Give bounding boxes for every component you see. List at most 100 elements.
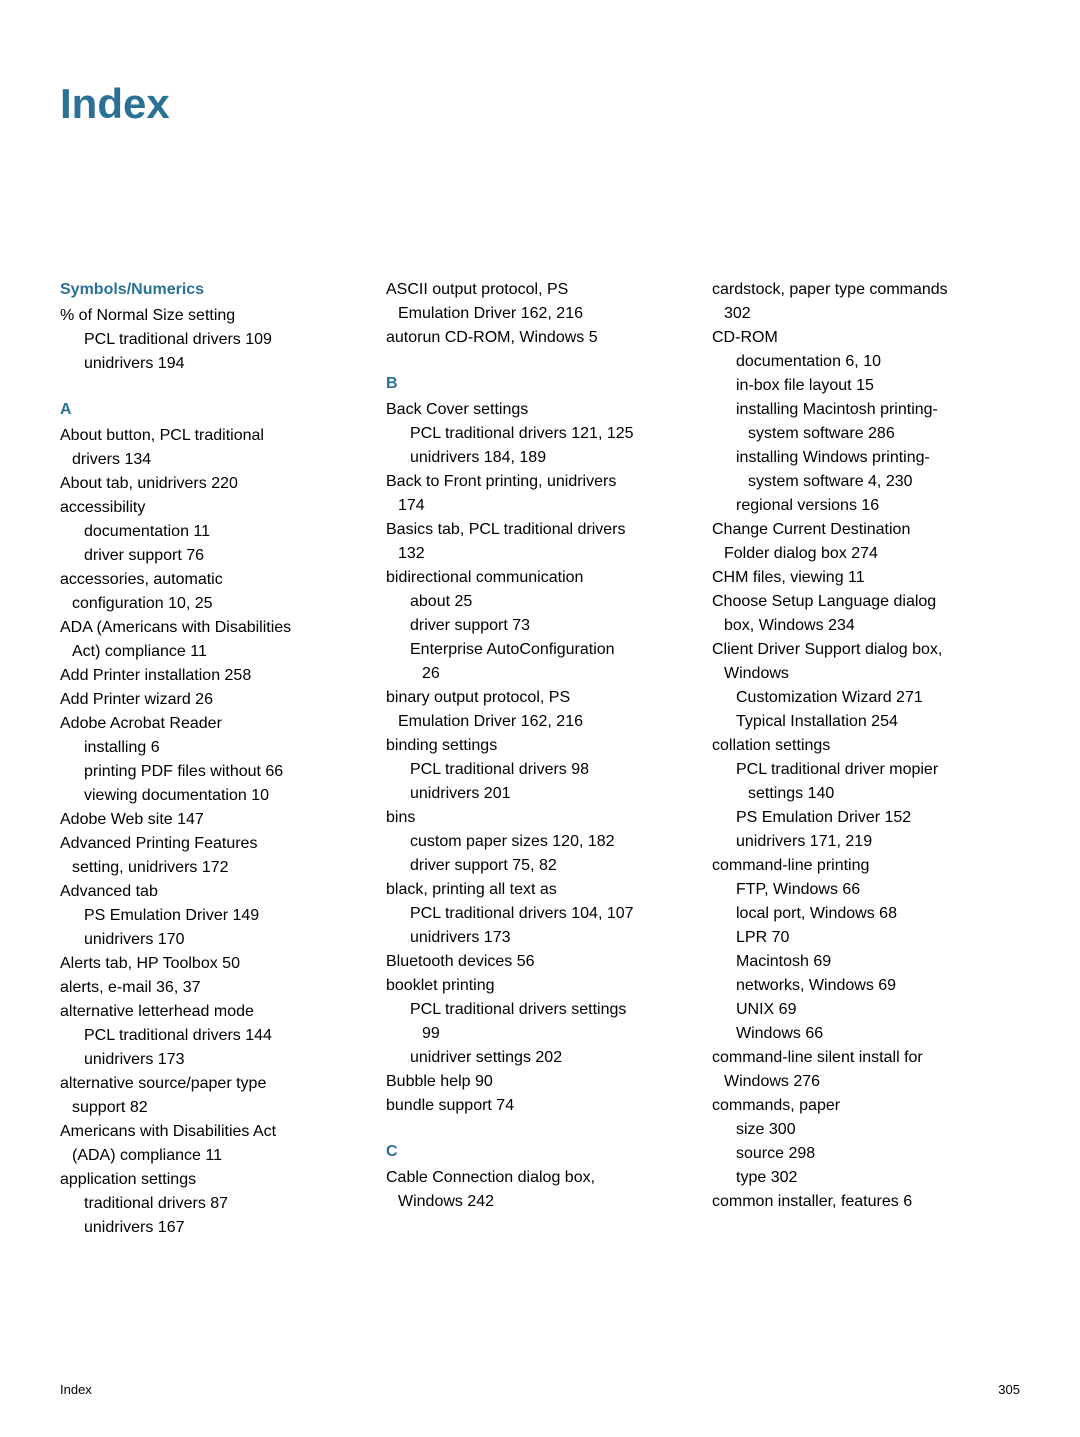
index-entry: Adobe Acrobat Reader <box>60 712 368 736</box>
index-entry: ASCII output protocol, PS <box>386 278 694 302</box>
column-3: cardstock, paper type commands 302CD-ROM… <box>712 278 1020 1240</box>
index-continuation: 174 <box>386 494 694 518</box>
index-continuation: Emulation Driver 162, 216 <box>386 302 694 326</box>
index-subentry: PCL traditional drivers settings <box>386 998 694 1022</box>
index-entry: binary output protocol, PS <box>386 686 694 710</box>
index-subentry: unidrivers 184, 189 <box>386 446 694 470</box>
index-continuation: (ADA) compliance 11 <box>60 1144 368 1168</box>
column-1: Symbols/Numerics% of Normal Size setting… <box>60 278 368 1240</box>
index-subentry: unidrivers 170 <box>60 928 368 952</box>
index-entry: bidirectional communication <box>386 566 694 590</box>
index-subentry: PCL traditional drivers 104, 107 <box>386 902 694 926</box>
index-entry: booklet printing <box>386 974 694 998</box>
index-subentry: installing Windows printing- <box>712 446 1020 470</box>
index-subentry: Customization Wizard 271 <box>712 686 1020 710</box>
index-entry: binding settings <box>386 734 694 758</box>
index-entry: collation settings <box>712 734 1020 758</box>
index-subentry: Typical Installation 254 <box>712 710 1020 734</box>
index-subentry: unidriver settings 202 <box>386 1046 694 1070</box>
index-continuation: support 82 <box>60 1096 368 1120</box>
index-subentry: unidrivers 194 <box>60 352 368 376</box>
footer-left: Index <box>60 1382 92 1397</box>
index-entry: application settings <box>60 1168 368 1192</box>
index-entry: CHM files, viewing 11 <box>712 566 1020 590</box>
index-entry: Adobe Web site 147 <box>60 808 368 832</box>
index-continuation: Folder dialog box 274 <box>712 542 1020 566</box>
page-title: Index <box>60 80 1020 128</box>
index-continuation: Emulation Driver 162, 216 <box>386 710 694 734</box>
index-continuation: box, Windows 234 <box>712 614 1020 638</box>
index-subentry: LPR 70 <box>712 926 1020 950</box>
index-entry: Basics tab, PCL traditional drivers <box>386 518 694 542</box>
index-subentry: in-box file layout 15 <box>712 374 1020 398</box>
index-subcontinuation: system software 4, 230 <box>712 470 1020 494</box>
index-subentry: installing 6 <box>60 736 368 760</box>
index-subentry: installing Macintosh printing- <box>712 398 1020 422</box>
index-entry: autorun CD-ROM, Windows 5 <box>386 326 694 350</box>
index-entry: Alerts tab, HP Toolbox 50 <box>60 952 368 976</box>
index-subentry: PCL traditional driver mopier <box>712 758 1020 782</box>
index-subentry: documentation 6, 10 <box>712 350 1020 374</box>
index-entry: Add Printer installation 258 <box>60 664 368 688</box>
index-subentry: Macintosh 69 <box>712 950 1020 974</box>
index-subentry: PS Emulation Driver 152 <box>712 806 1020 830</box>
index-entry: Advanced Printing Features <box>60 832 368 856</box>
index-continuation: Windows 242 <box>386 1190 694 1214</box>
index-entry: % of Normal Size setting <box>60 304 368 328</box>
index-subcontinuation: 99 <box>386 1022 694 1046</box>
index-entry: common installer, features 6 <box>712 1190 1020 1214</box>
index-section-header: B <box>386 372 694 396</box>
index-continuation: 302 <box>712 302 1020 326</box>
index-subcontinuation: 26 <box>386 662 694 686</box>
index-entry: CD-ROM <box>712 326 1020 350</box>
index-section-header: C <box>386 1140 694 1164</box>
index-subentry: viewing documentation 10 <box>60 784 368 808</box>
index-subentry: unidrivers 171, 219 <box>712 830 1020 854</box>
index-subentry: local port, Windows 68 <box>712 902 1020 926</box>
index-subentry: PCL traditional drivers 121, 125 <box>386 422 694 446</box>
index-entry: Add Printer wizard 26 <box>60 688 368 712</box>
index-subentry: regional versions 16 <box>712 494 1020 518</box>
index-subentry: Enterprise AutoConfiguration <box>386 638 694 662</box>
index-subentry: Windows 66 <box>712 1022 1020 1046</box>
index-entry: black, printing all text as <box>386 878 694 902</box>
index-subcontinuation: settings 140 <box>712 782 1020 806</box>
index-continuation: Windows <box>712 662 1020 686</box>
index-entry: bundle support 74 <box>386 1094 694 1118</box>
footer-page-number: 305 <box>998 1382 1020 1397</box>
index-entry: accessories, automatic <box>60 568 368 592</box>
index-section-header: Symbols/Numerics <box>60 278 368 302</box>
index-subentry: documentation 11 <box>60 520 368 544</box>
index-subcontinuation: system software 286 <box>712 422 1020 446</box>
index-entry: Change Current Destination <box>712 518 1020 542</box>
index-entry: About button, PCL traditional <box>60 424 368 448</box>
index-subentry: printing PDF files without 66 <box>60 760 368 784</box>
index-entry: alerts, e-mail 36, 37 <box>60 976 368 1000</box>
index-entry: Bluetooth devices 56 <box>386 950 694 974</box>
index-entry: Choose Setup Language dialog <box>712 590 1020 614</box>
index-continuation: 132 <box>386 542 694 566</box>
index-entry: command-line printing <box>712 854 1020 878</box>
index-entry: Back Cover settings <box>386 398 694 422</box>
index-continuation: drivers 134 <box>60 448 368 472</box>
index-continuation: setting, unidrivers 172 <box>60 856 368 880</box>
index-subentry: PCL traditional drivers 109 <box>60 328 368 352</box>
index-entry: accessibility <box>60 496 368 520</box>
index-section-header: A <box>60 398 368 422</box>
index-entry: Advanced tab <box>60 880 368 904</box>
index-entry: ADA (Americans with Disabilities <box>60 616 368 640</box>
index-subentry: source 298 <box>712 1142 1020 1166</box>
index-entry: bins <box>386 806 694 830</box>
index-entry: Cable Connection dialog box, <box>386 1166 694 1190</box>
index-subentry: unidrivers 173 <box>60 1048 368 1072</box>
index-subentry: driver support 75, 82 <box>386 854 694 878</box>
index-entry: Americans with Disabilities Act <box>60 1120 368 1144</box>
column-2: ASCII output protocol, PSEmulation Drive… <box>386 278 694 1240</box>
index-subentry: PCL traditional drivers 144 <box>60 1024 368 1048</box>
index-subentry: unidrivers 201 <box>386 782 694 806</box>
index-subentry: driver support 73 <box>386 614 694 638</box>
index-columns: Symbols/Numerics% of Normal Size setting… <box>60 278 1020 1240</box>
index-subentry: size 300 <box>712 1118 1020 1142</box>
index-subentry: PCL traditional drivers 98 <box>386 758 694 782</box>
index-subentry: FTP, Windows 66 <box>712 878 1020 902</box>
